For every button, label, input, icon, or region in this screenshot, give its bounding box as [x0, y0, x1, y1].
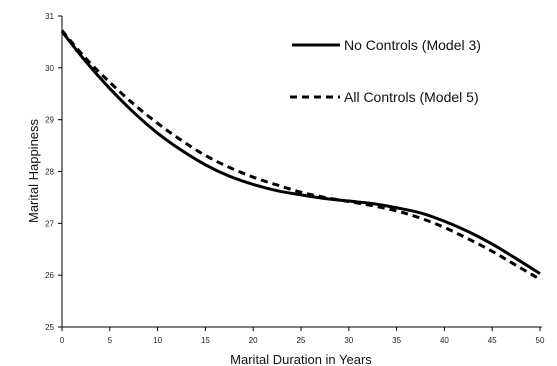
legend-label-no-controls: No Controls (Model 3) — [344, 37, 481, 53]
x-tick-label: 5 — [108, 336, 113, 345]
x-tick-label: 35 — [392, 336, 401, 345]
x-tick-label: 20 — [249, 336, 258, 345]
y-tick-label: 29 — [45, 116, 54, 125]
legend-label-all-controls: All Controls (Model 5) — [344, 89, 479, 105]
x-tick-label: 50 — [536, 336, 545, 345]
y-tick-label: 26 — [45, 271, 54, 280]
legend: No Controls (Model 3) All Controls (Mode… — [290, 37, 481, 105]
axes — [61, 16, 542, 328]
series-line-no-controls — [60, 30, 541, 275]
x-axis-ticks: 0 5 10 15 20 25 30 35 40 45 50 — [60, 327, 545, 345]
y-tick-label: 30 — [45, 64, 54, 73]
plot-lines — [60, 29, 541, 281]
series-line-all-controls — [60, 29, 541, 281]
y-tick-label: 27 — [45, 219, 54, 228]
x-tick-label: 15 — [201, 336, 210, 345]
y-axis-ticks: 25 26 27 28 29 30 31 — [45, 12, 62, 332]
x-tick-label: 0 — [60, 336, 65, 345]
x-tick-label: 30 — [344, 336, 353, 345]
x-tick-label: 10 — [153, 336, 162, 345]
x-tick-label: 45 — [488, 336, 497, 345]
y-axis-title: Marital Happiness — [26, 118, 41, 223]
y-tick-label: 25 — [45, 323, 54, 332]
y-tick-label: 31 — [45, 12, 54, 21]
x-axis-title: Marital Duration in Years — [230, 352, 372, 366]
x-tick-label: 25 — [297, 336, 306, 345]
y-tick-label: 28 — [45, 168, 54, 177]
x-tick-label: 40 — [440, 336, 449, 345]
